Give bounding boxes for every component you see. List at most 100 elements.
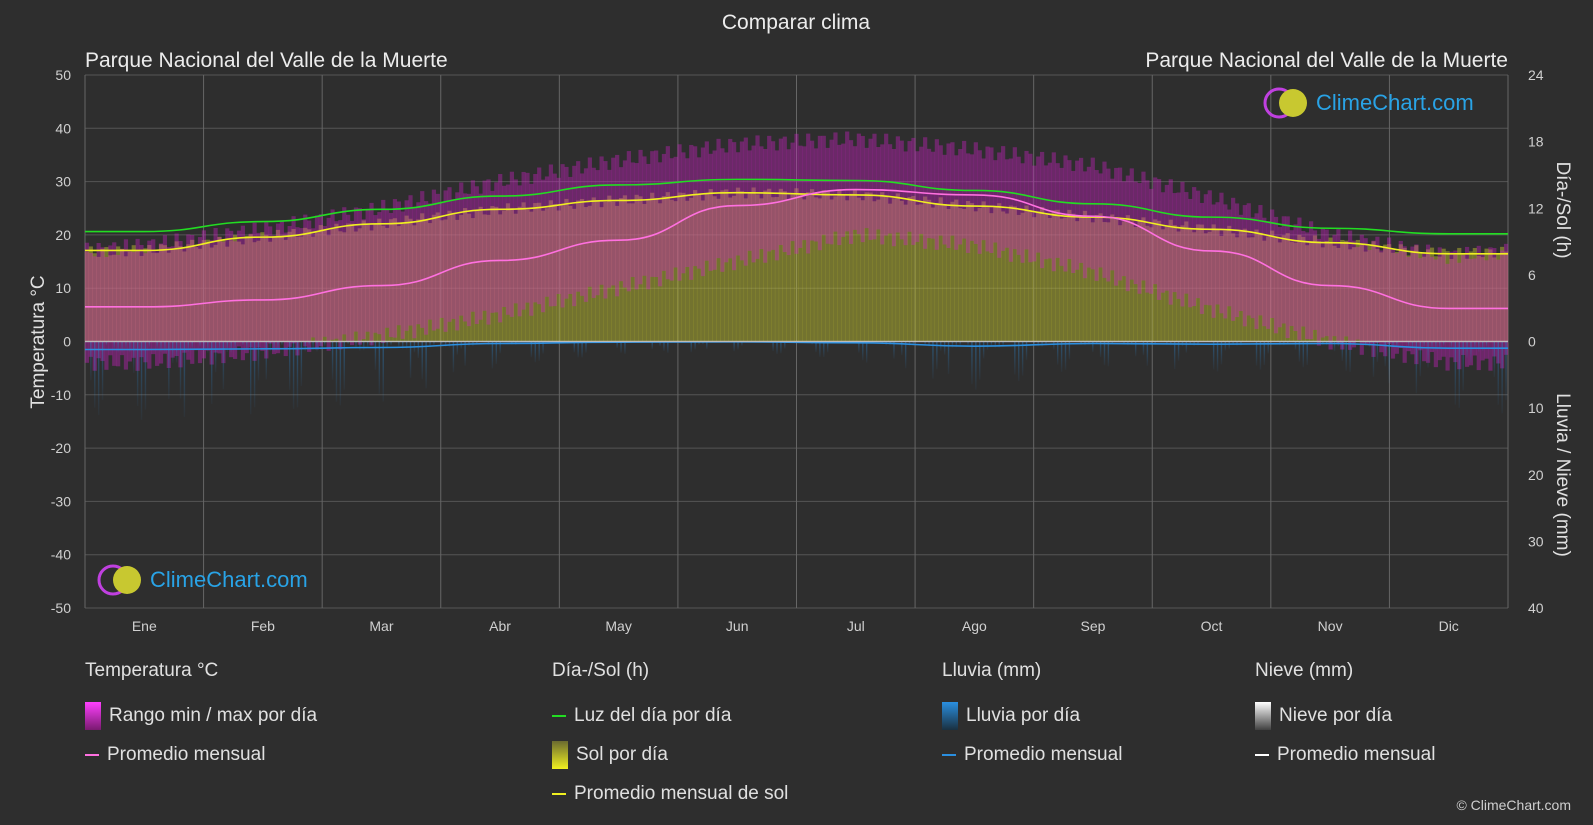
rain-bar	[464, 341, 466, 366]
temp-range-bar	[400, 211, 405, 339]
legend-title: Día-/Sol (h)	[552, 660, 650, 681]
temp-range-bar	[1371, 240, 1376, 357]
temp-range-bar	[1188, 198, 1193, 308]
sun-bar	[459, 214, 464, 342]
temp-range-bar	[314, 215, 320, 350]
sun-bar	[1250, 237, 1255, 342]
sun-bar	[1398, 244, 1403, 342]
temp-range-bar	[622, 160, 628, 288]
rain-bar	[417, 341, 420, 359]
sun-bar	[420, 213, 425, 342]
temp-range-bar	[1418, 258, 1423, 351]
location-left: Parque Nacional del Valle de la Muerte	[85, 49, 448, 72]
sun-bar	[1153, 219, 1158, 342]
rain-bar	[1224, 341, 1227, 351]
temp-range-bar	[1441, 254, 1446, 357]
temp-range-bar	[1457, 262, 1462, 370]
sun-bar	[841, 194, 846, 342]
rain-bar	[300, 341, 303, 386]
temp-range-bar	[197, 237, 203, 364]
temp-range-bar	[1359, 234, 1364, 355]
sun-bar	[599, 207, 604, 342]
sun-bar	[155, 253, 160, 342]
temp-range-bar	[1363, 238, 1368, 345]
sun-bar	[1016, 214, 1021, 342]
sun-bar	[1410, 250, 1415, 342]
rain-bar	[982, 341, 985, 359]
sun-bar	[1199, 224, 1205, 342]
temp-range-bar	[735, 152, 741, 256]
sun-bar	[1223, 230, 1228, 342]
temp-range-bar	[1266, 221, 1271, 329]
rain-bar	[308, 341, 310, 346]
sun-bar	[607, 195, 612, 342]
sun-bar	[404, 215, 409, 342]
temp-range-bar	[88, 252, 93, 357]
temp-range-bar	[657, 162, 663, 287]
temp-range-bar	[560, 164, 565, 308]
temp-range-bar	[790, 142, 795, 242]
sun-bar	[303, 227, 308, 342]
sun-bar	[221, 240, 226, 342]
sun-bar	[755, 194, 760, 342]
sun-bar	[1110, 214, 1115, 342]
y-right-top-tick-label: 12	[1528, 200, 1544, 216]
temp-range-bar	[1246, 203, 1251, 316]
temp-range-bar	[579, 173, 585, 296]
temp-range-bar	[178, 241, 183, 368]
sun-bar	[911, 196, 916, 342]
sun-bar	[151, 252, 156, 342]
sun-bar	[424, 219, 429, 342]
temp-range-bar	[1156, 179, 1162, 300]
rain-bar	[1302, 341, 1305, 368]
legend-sun: Día-/Sol (h) Luz del día por día Sol por…	[552, 660, 788, 813]
temp-range-bar	[1281, 216, 1286, 324]
temp-range-bar	[1309, 221, 1314, 340]
temp-range-bar	[190, 235, 195, 364]
rain-bar	[226, 341, 228, 353]
temp-range-bar	[166, 246, 171, 368]
rain-bar	[121, 341, 123, 353]
temp-range-bar	[439, 202, 444, 318]
temp-range-bar	[365, 209, 370, 332]
temp-range-bar	[1067, 160, 1072, 259]
rain-bar	[1107, 341, 1110, 367]
rain-bar	[363, 341, 365, 351]
sun-bar	[829, 199, 834, 342]
temp-range-bar	[271, 235, 277, 355]
rain-bar	[499, 341, 501, 354]
sun-bar	[973, 211, 978, 342]
sun-bar	[603, 201, 608, 342]
sun-bar	[642, 203, 647, 342]
rain-bar	[1376, 341, 1379, 363]
sun-bar	[1176, 231, 1181, 342]
sun-bar	[318, 225, 323, 342]
rain-bar	[659, 341, 661, 347]
temp-range-bar	[248, 233, 253, 348]
rain-bar	[819, 341, 821, 357]
temp-range-bar	[537, 167, 542, 305]
temp-range-bar	[1203, 194, 1208, 305]
snow-avg-swatch	[1255, 753, 1269, 756]
sun-bar	[587, 205, 592, 342]
sun-bar	[583, 207, 589, 342]
rain-bar	[904, 341, 907, 369]
rain-bar	[183, 341, 186, 417]
rain-bar	[912, 341, 915, 346]
sun-bar	[139, 255, 144, 342]
temp-range-bar	[1355, 246, 1361, 340]
temp-range-bar	[1028, 153, 1033, 263]
rain-bar	[1415, 341, 1418, 394]
rain-bar	[347, 341, 349, 345]
legend-temperature: Temperatura °C Rango min / max por día P…	[85, 660, 317, 774]
sun-bar	[525, 209, 530, 342]
sun-bar	[112, 254, 117, 342]
temp-range-bar	[774, 150, 780, 261]
rain-bar	[928, 341, 930, 347]
temp-range-bar	[427, 203, 433, 320]
rain-bar	[979, 341, 981, 380]
temp-range-bar	[502, 185, 507, 307]
temp-range-bar	[880, 144, 885, 245]
rain-bar	[117, 341, 119, 353]
sun-bar	[1207, 231, 1212, 342]
